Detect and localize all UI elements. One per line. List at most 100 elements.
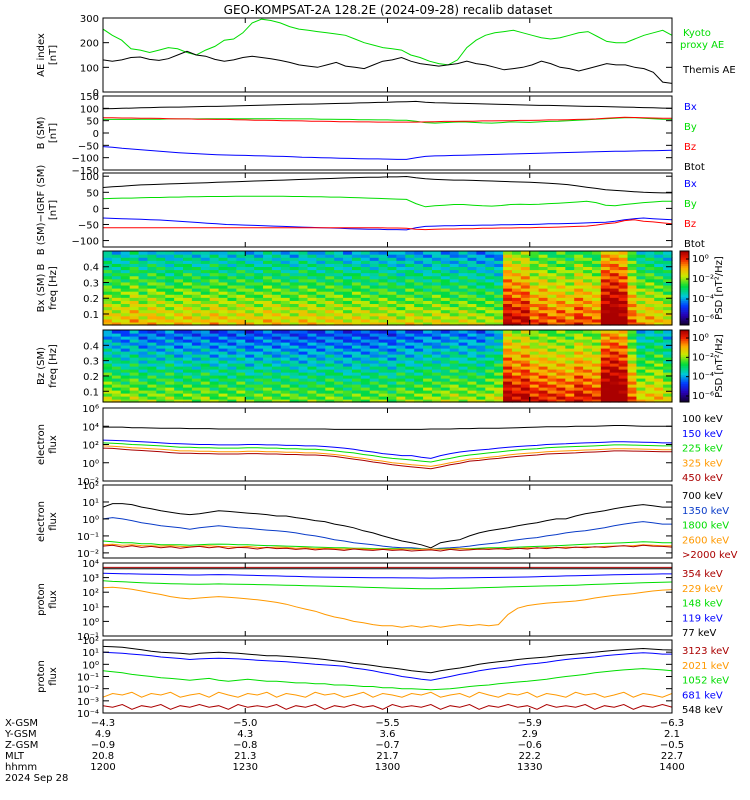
heatmap-cell <box>236 275 246 280</box>
heatmap-cell <box>618 284 629 289</box>
heatmap-cell <box>414 342 424 346</box>
heatmap-cell <box>663 336 673 340</box>
heatmap-cell <box>280 348 291 352</box>
heatmap-cell <box>467 315 478 320</box>
heatmap-cell <box>351 399 362 403</box>
heatmap-cell <box>129 372 140 376</box>
heatmap-cell <box>485 294 495 298</box>
heatmap-cell <box>254 333 264 337</box>
heatmap-cell <box>280 384 291 388</box>
colorbar-segment <box>680 376 689 380</box>
heatmap-cell <box>147 284 157 289</box>
heatmap-cell <box>183 272 193 277</box>
heatmap-cell <box>129 378 140 382</box>
heatmap-cell <box>565 357 575 361</box>
heatmap-cell <box>511 306 522 311</box>
heatmap-cell <box>591 330 602 334</box>
heatmap-cell <box>343 384 353 388</box>
heatmap-cell <box>503 399 513 403</box>
heatmap-cell <box>423 254 433 258</box>
heatmap-cell <box>574 333 584 337</box>
heatmap-cell <box>591 378 602 382</box>
heatmap-cell <box>627 300 638 305</box>
heatmap-cell <box>200 321 211 326</box>
heatmap-cell <box>111 306 122 311</box>
heatmap-cell <box>369 260 380 264</box>
heatmap-cell <box>245 369 255 373</box>
heatmap-cell <box>138 275 149 280</box>
y-axis-label: freq [Hz] <box>48 266 59 310</box>
heatmap-cell <box>325 288 335 292</box>
heatmap-cell <box>316 336 326 340</box>
heatmap-cell <box>565 294 575 298</box>
heatmap-cell <box>476 378 486 382</box>
heatmap-cell <box>405 348 415 352</box>
legend-entry: 1800 keV <box>682 521 729 532</box>
y-axis-label: Bz (SM) <box>36 347 47 385</box>
heatmap-cell <box>618 312 629 317</box>
heatmap-cell <box>316 321 326 326</box>
heatmap-cell <box>245 357 255 361</box>
heatmap-cell <box>414 366 424 370</box>
heatmap-cell <box>467 257 478 261</box>
heatmap-cell <box>191 363 202 367</box>
heatmap-cell <box>529 333 540 337</box>
heatmap-cell <box>600 330 611 334</box>
heatmap-cell <box>378 260 389 264</box>
heatmap-cell <box>245 288 255 292</box>
heatmap-cell <box>618 278 629 283</box>
heatmap-cell <box>378 251 389 255</box>
colorbar-segment <box>680 339 689 342</box>
heatmap-cell <box>654 345 664 349</box>
colorbar-segment <box>680 371 689 374</box>
heatmap-cell <box>618 336 629 340</box>
heatmap-cell <box>627 321 638 326</box>
heatmap-cell <box>138 396 149 400</box>
heatmap-cell <box>280 366 291 370</box>
heatmap-cell <box>227 357 237 361</box>
heatmap-cell <box>156 321 166 326</box>
heatmap-cell <box>200 297 211 301</box>
heatmap-cell <box>227 288 237 292</box>
heatmap-cell <box>316 360 326 364</box>
heatmap-cell <box>191 297 202 301</box>
heatmap-cell <box>547 357 558 361</box>
heatmap-cell <box>476 272 486 277</box>
heatmap-cell <box>209 354 220 358</box>
heatmap-cell <box>511 354 522 358</box>
heatmap-cell <box>583 375 593 379</box>
heatmap-cell <box>529 306 540 311</box>
y-tick-label: 50 <box>86 188 99 199</box>
heatmap-cell <box>663 348 673 352</box>
heatmap-cell <box>387 387 397 391</box>
heatmap-cell <box>405 260 415 264</box>
heatmap-cell <box>627 381 638 385</box>
heatmap-cell <box>325 387 335 391</box>
heatmap-cell <box>431 357 442 361</box>
heatmap-cell <box>387 303 397 308</box>
heatmap-cell <box>307 357 317 361</box>
heatmap-cell <box>600 257 611 261</box>
heatmap-cell <box>556 393 566 397</box>
heatmap-cell <box>138 266 149 271</box>
heatmap-cell <box>174 348 184 352</box>
heatmap-cell <box>467 266 478 271</box>
heatmap-cell <box>387 333 397 337</box>
heatmap-cell <box>387 369 397 373</box>
heatmap-cell <box>476 266 486 271</box>
heatmap-cell <box>254 251 264 255</box>
heatmap-cell <box>609 342 620 346</box>
heatmap-cell <box>298 390 309 394</box>
heatmap-cell <box>289 266 300 271</box>
colorbar-segment <box>680 378 689 381</box>
legend-entry: 700 keV <box>682 491 723 502</box>
heatmap-cell <box>263 269 273 274</box>
heatmap-cell <box>627 278 638 283</box>
heatmap-cell <box>316 339 326 343</box>
heatmap-cell <box>316 251 326 255</box>
heatmap-cell <box>165 369 175 373</box>
heatmap-cell <box>183 345 193 349</box>
ephemeris-row-label: hhmm <box>5 762 37 773</box>
heatmap-cell <box>183 284 193 289</box>
